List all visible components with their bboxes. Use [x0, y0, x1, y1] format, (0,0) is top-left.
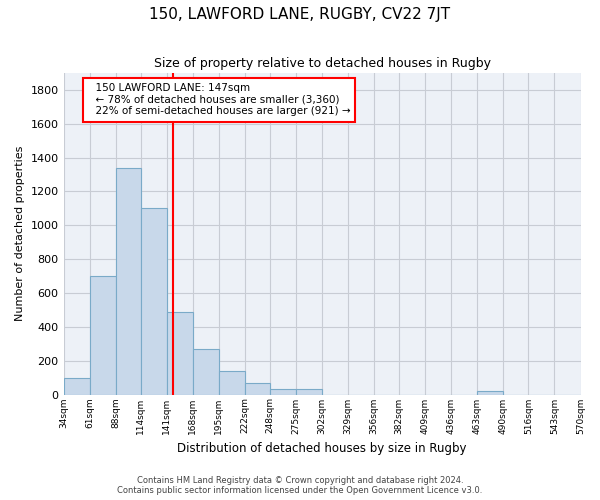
- Text: 150 LAWFORD LANE: 147sqm
  ← 78% of detached houses are smaller (3,360)
  22% of: 150 LAWFORD LANE: 147sqm ← 78% of detach…: [89, 83, 350, 116]
- Bar: [193, 349, 219, 395]
- Bar: [270, 388, 296, 394]
- Text: Contains HM Land Registry data © Crown copyright and database right 2024.
Contai: Contains HM Land Registry data © Crown c…: [118, 476, 482, 495]
- Text: 150, LAWFORD LANE, RUGBY, CV22 7JT: 150, LAWFORD LANE, RUGBY, CV22 7JT: [149, 8, 451, 22]
- Bar: [245, 382, 270, 394]
- Bar: [296, 388, 322, 394]
- Bar: [140, 208, 167, 394]
- X-axis label: Distribution of detached houses by size in Rugby: Distribution of detached houses by size …: [177, 442, 467, 455]
- Bar: [89, 276, 116, 394]
- Bar: [64, 378, 89, 394]
- Bar: [116, 168, 140, 394]
- Title: Size of property relative to detached houses in Rugby: Size of property relative to detached ho…: [154, 58, 491, 70]
- Y-axis label: Number of detached properties: Number of detached properties: [15, 146, 25, 322]
- Bar: [167, 312, 193, 394]
- Bar: [478, 391, 503, 394]
- Bar: [219, 371, 245, 394]
